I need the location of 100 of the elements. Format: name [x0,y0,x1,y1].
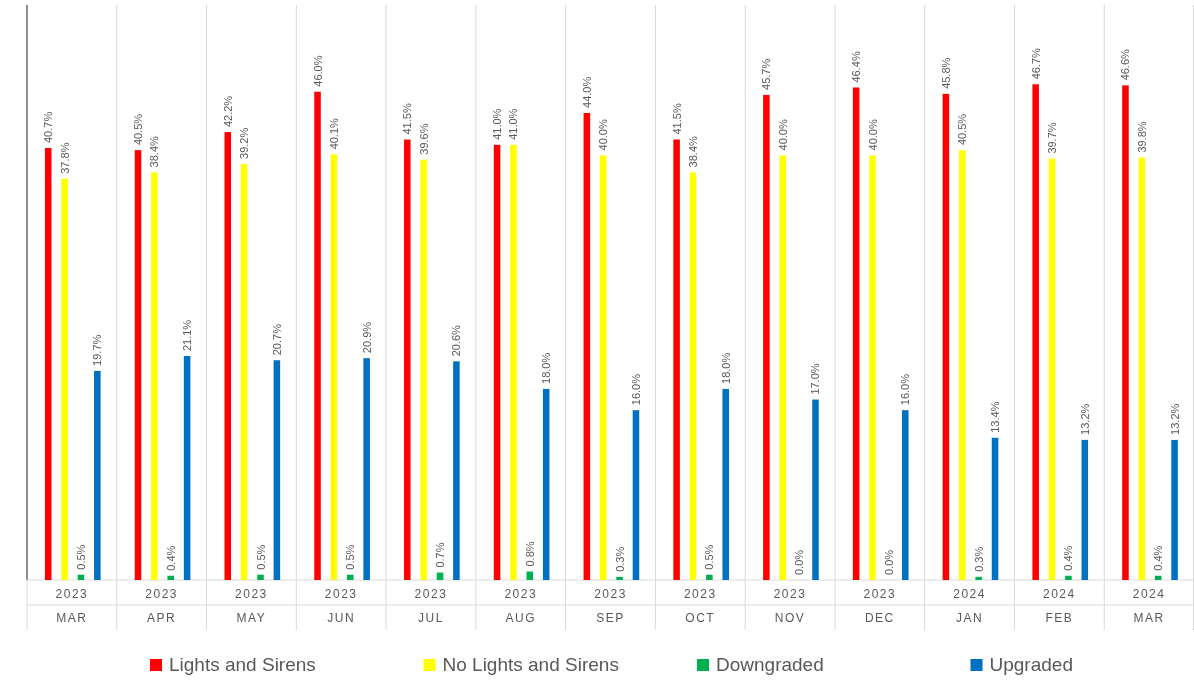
data-label: 21.1% [181,319,194,352]
data-label: 19.7% [91,334,104,366]
x-tick-label: 2023 OCT [683,587,717,625]
data-label: 18.0% [540,352,553,384]
bar [959,150,966,580]
data-label: 20.7% [270,323,283,356]
data-label: 0.7% [434,542,447,568]
bar [599,155,607,580]
data-label: 13.4% [989,401,1002,433]
bar [852,87,860,580]
data-label: 45.7% [760,58,773,90]
bar [94,370,101,580]
bar [722,388,729,580]
data-label: 0.3% [613,546,626,572]
data-label: 39.7% [1046,122,1059,154]
bar [347,574,354,580]
data-label: 38.4% [148,136,161,168]
bar [901,410,909,580]
x-tick-label: 2023 MAR [55,587,89,625]
bar [61,178,68,580]
bar [151,172,158,580]
data-label: 41.5% [401,103,414,135]
bar [763,94,770,580]
legend-label: No Lights and Sirens [442,654,619,675]
bar [542,388,550,580]
data-label: 46.4% [850,51,863,83]
x-tick-label: 2023 APR [145,587,179,625]
legend-label: Lights and Sirens [169,654,316,675]
x-tick-label: 2024 MAR [1132,587,1166,625]
bar [869,155,876,580]
data-label: 46.0% [311,55,324,87]
bar [420,159,427,580]
data-label: 46.6% [1119,48,1132,81]
x-tick-label: 2024 JAN [953,587,986,625]
bar [706,574,713,580]
legend-label: Downgraded [716,654,824,675]
data-label: 18.0% [719,352,732,384]
bar [1048,158,1056,580]
x-tick-label: 2023 AUG [504,587,538,625]
data-label: 17.0% [809,363,822,395]
data-label: 13.2% [1168,403,1181,435]
bar [1138,157,1146,580]
data-label: 44.0% [580,76,593,108]
data-label: 39.8% [1135,121,1148,153]
data-label: 20.6% [450,324,463,357]
x-tick-label: 2023 JUN [324,587,358,625]
x-tick-label: 2023 MAY [235,587,268,625]
legend-label: Upgraded [989,654,1073,675]
data-label: 0.5% [344,544,357,570]
bar [44,148,52,580]
data-label: 40.0% [776,119,789,151]
data-label: 40.0% [597,119,610,151]
bar [1171,439,1178,580]
data-label: 0.3% [972,546,985,572]
data-label: 39.6% [417,123,430,155]
x-tick-label: 2023 JUL [414,587,448,625]
bar [224,132,232,580]
bar [404,139,411,580]
bar [616,576,623,580]
data-label: 42.2% [221,95,234,128]
bar [257,574,264,580]
bar [689,172,697,580]
bar [493,144,501,580]
data-label: 41.0% [491,108,504,140]
data-label: 38.4% [686,136,699,168]
data-label: 46.7% [1029,47,1042,80]
bar [812,399,819,580]
data-label: 0.4% [1152,545,1165,571]
bar [183,356,191,580]
data-label: 41.0% [507,108,520,140]
data-label: 41.5% [670,103,683,135]
bar [314,91,321,580]
bar [632,410,640,580]
data-label: 37.8% [58,142,71,174]
data-label: 0.5% [74,544,87,570]
bar [975,576,982,580]
bar [363,358,370,580]
data-label: 0.4% [164,545,177,571]
data-label: 40.5% [956,113,969,146]
bar [1032,84,1039,580]
bar [240,163,248,580]
bar [1122,85,1129,580]
data-label: 0.4% [1062,545,1075,571]
data-label: 40.0% [866,119,879,151]
bar [942,93,950,580]
bar [673,139,680,580]
data-label: 16.0% [899,373,912,406]
data-label: 0.0% [882,549,895,575]
x-tick-label: 2023 NOV [773,587,807,625]
bar [167,575,175,580]
data-label: 40.7% [42,111,55,143]
data-label: 40.1% [327,117,340,150]
bar [779,155,787,580]
data-label: 0.8% [523,541,536,567]
bar [134,150,142,580]
data-label: 20.9% [360,321,373,354]
bar [1065,575,1072,580]
data-label: 40.5% [132,113,144,146]
data-label: 0.5% [254,544,267,570]
data-label: 16.0% [629,373,642,406]
